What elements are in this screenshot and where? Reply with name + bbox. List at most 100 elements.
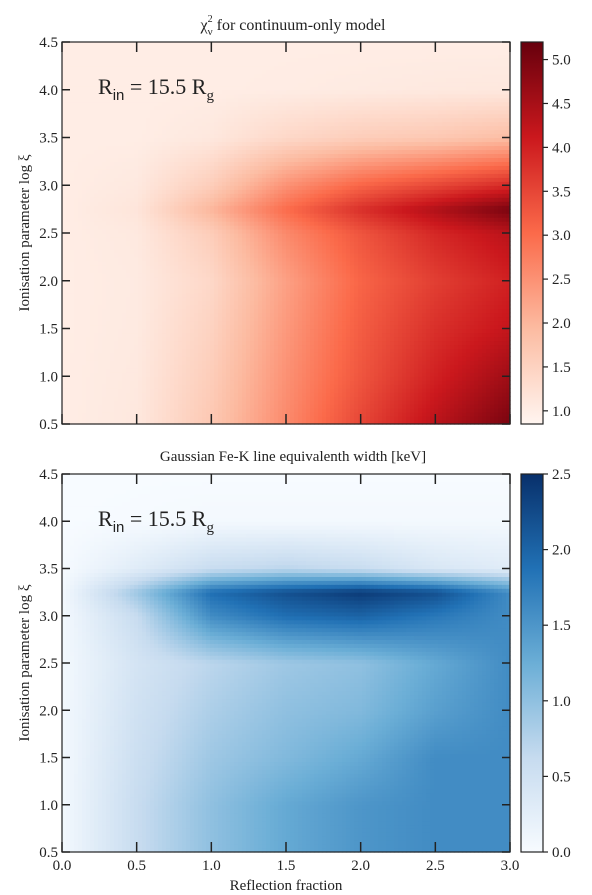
heatmap-cell: [230, 253, 235, 258]
heatmap-cell: [114, 317, 119, 322]
heatmap-cell: [238, 265, 243, 270]
heatmap-cell: [386, 336, 391, 341]
heatmap-cell: [298, 309, 303, 314]
heatmap-cell: [114, 348, 119, 353]
heatmap-cell: [354, 404, 359, 409]
heatmap-cell: [246, 372, 251, 377]
heatmap-cell: [254, 412, 259, 417]
heatmap-cell: [66, 309, 71, 314]
heatmap-cell: [318, 289, 323, 294]
heatmap-cell: [430, 352, 435, 357]
heatmap-cell: [158, 380, 163, 385]
heatmap-cell: [66, 245, 71, 250]
heatmap-cell: [162, 257, 167, 262]
heatmap-cell: [334, 380, 339, 385]
heatmap-cell: [374, 332, 379, 337]
heatmap-cell: [278, 285, 283, 290]
heatmap-cell: [338, 336, 343, 341]
heatmap-cell: [302, 297, 307, 302]
heatmap-cell: [130, 281, 135, 286]
heatmap-cell: [342, 392, 347, 397]
heatmap-cell: [270, 317, 275, 322]
heatmap-cell: [374, 249, 379, 254]
heatmap-cell: [234, 340, 239, 345]
heatmap-cell: [398, 269, 403, 274]
heatmap-cell: [122, 388, 127, 393]
heatmap-cell: [454, 340, 459, 345]
heatmap-cell: [266, 269, 271, 274]
heatmap-cell: [498, 368, 503, 373]
heatmap-cell: [190, 372, 195, 377]
heatmap-cell: [158, 352, 163, 357]
heatmap-cell: [102, 368, 107, 373]
heatmap-cell: [146, 289, 151, 294]
heatmap-cell: [98, 305, 103, 310]
heatmap-cell: [290, 309, 295, 314]
heatmap-cell: [114, 408, 119, 413]
heatmap-cell: [206, 313, 211, 318]
heatmap-cell: [246, 261, 251, 266]
heatmap-cell: [142, 372, 147, 377]
heatmap-cell: [462, 265, 467, 270]
heatmap-cell: [110, 317, 115, 322]
heatmap-cell: [414, 293, 419, 298]
heatmap-cell: [170, 253, 175, 258]
heatmap-cell: [278, 344, 283, 349]
heatmap-cell: [282, 249, 287, 254]
heatmap-cell: [426, 400, 431, 405]
heatmap-cell: [126, 372, 131, 377]
heatmap-cell: [322, 336, 327, 341]
heatmap-cell: [330, 297, 335, 302]
heatmap-cell: [494, 376, 499, 381]
heatmap-cell: [378, 404, 383, 409]
heatmap-cell: [102, 317, 107, 322]
heatmap-cell: [122, 325, 127, 330]
heatmap-cell: [274, 408, 279, 413]
heatmap-cell: [270, 416, 275, 421]
heatmap-cell: [270, 412, 275, 417]
heatmap-cell: [474, 329, 479, 334]
heatmap-cell: [234, 265, 239, 270]
heatmap-cell: [86, 301, 91, 306]
heatmap-cell: [86, 329, 91, 334]
heatmap-cell: [342, 289, 347, 294]
heatmap-cell: [182, 281, 187, 286]
heatmap-cell: [154, 344, 159, 349]
heatmap-cell: [410, 348, 415, 353]
heatmap-cell: [430, 396, 435, 401]
heatmap-cell: [386, 305, 391, 310]
heatmap-cell: [134, 321, 139, 326]
heatmap-cell: [390, 277, 395, 282]
heatmap-cell: [314, 396, 319, 401]
heatmap-cell: [78, 253, 83, 258]
heatmap-cell: [138, 380, 143, 385]
heatmap-cell: [478, 404, 483, 409]
heatmap-cell: [202, 344, 207, 349]
heatmap-cell: [286, 261, 291, 266]
heatmap-cell: [122, 360, 127, 365]
heatmap-cell: [354, 317, 359, 322]
heatmap-cell: [282, 352, 287, 357]
heatmap-cell: [294, 356, 299, 361]
heatmap-cell: [386, 400, 391, 405]
heatmap-cell: [274, 376, 279, 381]
heatmap-cell: [310, 285, 315, 290]
heatmap-cell: [138, 332, 143, 337]
heatmap-cell: [326, 372, 331, 377]
heatmap-cell: [94, 321, 99, 326]
heatmap-cell: [330, 364, 335, 369]
heatmap-cell: [294, 273, 299, 278]
heatmap-cell: [374, 313, 379, 318]
heatmap-cell: [254, 277, 259, 282]
heatmap-cell: [206, 289, 211, 294]
heatmap-cell: [282, 277, 287, 282]
heatmap-cell: [254, 301, 259, 306]
heatmap-cell: [462, 376, 467, 381]
heatmap-cell: [198, 261, 203, 266]
heatmap-cell: [174, 245, 179, 250]
heatmap-cell: [138, 396, 143, 401]
heatmap-cell: [82, 245, 87, 250]
heatmap-cell: [242, 408, 247, 413]
heatmap-cell: [130, 384, 135, 389]
heatmap-cell: [66, 289, 71, 294]
